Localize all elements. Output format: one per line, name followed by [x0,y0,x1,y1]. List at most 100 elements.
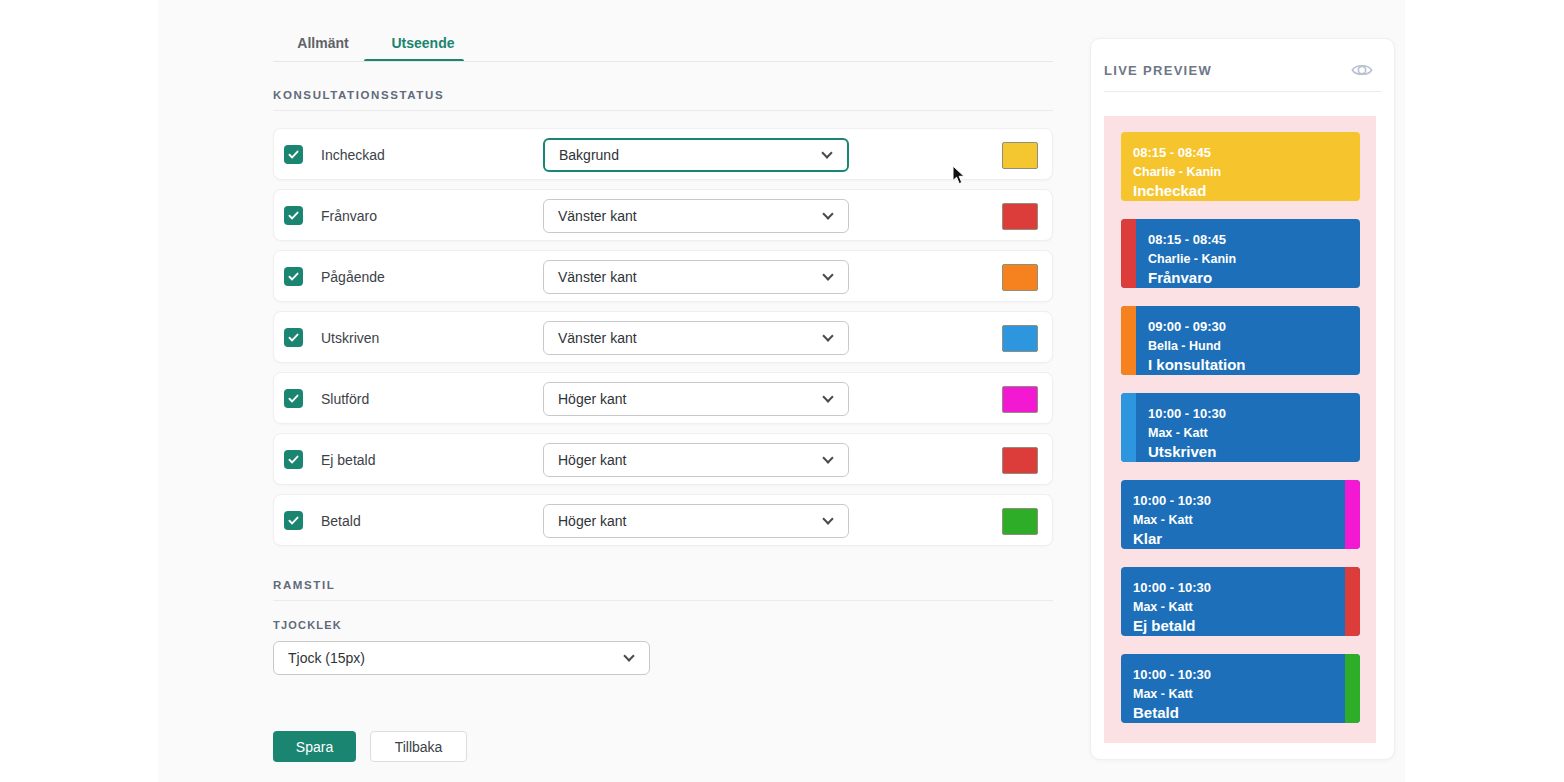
back-button[interactable]: Tillbaka [370,731,467,762]
status-style-select[interactable]: Höger kant [543,382,849,416]
check-icon [287,514,300,527]
status-style-select[interactable]: Vänster kant [543,199,849,233]
status-style-select-value: Bakgrund [559,147,619,163]
check-icon [287,331,300,344]
status-row: Ej betald Höger kant [273,433,1053,485]
event-patient: Charlie - Kanin [1148,252,1360,266]
preview-divider [1104,91,1382,92]
status-color-swatch[interactable] [1002,508,1038,535]
status-row: Pågående Vänster kant [273,250,1053,302]
save-button[interactable]: Spara [273,731,356,762]
status-style-select-value: Höger kant [558,513,626,529]
check-icon [287,453,300,466]
preview-event-card[interactable]: 08:15 - 08:45 Charlie - Kanin Incheckad [1121,132,1360,201]
tjocklek-label: TJOCKLEK [273,619,342,631]
event-time: 10:00 - 10:30 [1148,406,1360,421]
status-color-swatch[interactable] [1002,142,1038,169]
check-icon [287,148,300,161]
status-style-select-value: Höger kant [558,391,626,407]
event-content: 09:00 - 09:30 Bella - Hund I konsultatio… [1136,306,1360,375]
event-patient: Charlie - Kanin [1133,165,1360,179]
event-edge-accent [1121,393,1136,462]
status-style-select[interactable]: Höger kant [543,443,849,477]
event-status: Ej betald [1133,617,1345,634]
chevron-down-icon [821,147,832,158]
status-row: Frånvaro Vänster kant [273,189,1053,241]
event-content: 08:15 - 08:45 Charlie - Kanin Incheckad [1121,132,1360,201]
event-time: 10:00 - 10:30 [1133,580,1345,595]
event-content: 10:00 - 10:30 Max - Katt Utskriven [1136,393,1360,462]
status-checkbox[interactable] [284,145,303,164]
live-preview-title: LIVE PREVIEW [1104,63,1212,78]
status-color-swatch[interactable] [1002,447,1038,474]
event-patient: Max - Katt [1133,687,1345,701]
status-checkbox[interactable] [284,267,303,286]
preview-event-card[interactable]: 10:00 - 10:30 Max - Katt Utskriven [1121,393,1360,462]
status-style-select[interactable]: Vänster kant [543,321,849,355]
status-row: Slutförd Höger kant [273,372,1053,424]
tjocklek-select-value: Tjock (15px) [288,650,365,666]
tab-utseende[interactable]: Utseende [373,24,473,61]
status-label: Slutförd [321,373,369,425]
preview-event-card[interactable]: 10:00 - 10:30 Max - Katt Klar [1121,480,1360,549]
status-style-select-value: Höger kant [558,452,626,468]
eye-icon[interactable] [1351,61,1373,79]
status-row: Betald Höger kant [273,494,1053,546]
status-checkbox[interactable] [284,450,303,469]
status-label: Pågående [321,251,385,303]
chevron-down-icon [822,513,833,524]
status-style-select-value: Vänster kant [558,330,637,346]
status-color-swatch[interactable] [1002,203,1038,230]
event-edge-accent [1121,306,1136,375]
section-divider [273,110,1053,111]
chevron-down-icon [822,330,833,341]
event-status: Klar [1133,530,1345,547]
event-content: 08:15 - 08:45 Charlie - Kanin Frånvaro [1136,219,1360,288]
preview-event-card[interactable]: 10:00 - 10:30 Max - Katt Betald [1121,654,1360,723]
status-checkbox[interactable] [284,328,303,347]
status-row: Incheckad Bakgrund [273,128,1053,180]
preview-schedule-area: 08:15 - 08:45 Charlie - Kanin Incheckad … [1104,116,1376,743]
status-label: Betald [321,495,361,547]
status-rows-list: Incheckad Bakgrund Frånvaro Vänster kant… [273,128,1053,555]
status-checkbox[interactable] [284,206,303,225]
chevron-down-icon [822,208,833,219]
tab-bar: Allmänt Utseende [273,24,473,61]
status-label: Utskriven [321,312,379,364]
status-color-swatch[interactable] [1002,264,1038,291]
appearance-settings-page: Allmänt Utseende KONSULTATIONSSTATUS Inc… [0,0,1564,782]
event-edge-accent [1121,219,1136,288]
status-style-select[interactable]: Höger kant [543,504,849,538]
event-time: 08:15 - 08:45 [1148,232,1360,247]
preview-event-card[interactable]: 10:00 - 10:30 Max - Katt Ej betald [1121,567,1360,636]
status-checkbox[interactable] [284,389,303,408]
event-patient: Max - Katt [1148,426,1360,440]
chevron-down-icon [623,650,634,661]
live-preview-panel: LIVE PREVIEW 08:15 - 08:45 Charlie - Kan… [1090,38,1395,760]
event-patient: Bella - Hund [1148,339,1360,353]
tjocklek-select[interactable]: Tjock (15px) [273,641,650,675]
chevron-down-icon [822,269,833,280]
check-icon [287,392,300,405]
event-edge-accent [1345,480,1360,549]
preview-event-card[interactable]: 08:15 - 08:45 Charlie - Kanin Frånvaro [1121,219,1360,288]
event-status: Utskriven [1148,443,1360,460]
konsultationsstatus-header: KONSULTATIONSSTATUS [273,89,444,101]
status-color-swatch[interactable] [1002,325,1038,352]
chevron-down-icon [822,452,833,463]
status-style-select-value: Vänster kant [558,208,637,224]
event-status: Incheckad [1133,182,1360,199]
status-row: Utskriven Vänster kant [273,311,1053,363]
event-content: 10:00 - 10:30 Max - Katt Betald [1121,654,1345,723]
preview-event-card[interactable]: 09:00 - 09:30 Bella - Hund I konsultatio… [1121,306,1360,375]
event-time: 10:00 - 10:30 [1133,493,1345,508]
tab-allmant[interactable]: Allmänt [273,24,373,61]
status-style-select[interactable]: Vänster kant [543,260,849,294]
status-style-select[interactable]: Bakgrund [543,138,849,172]
status-color-swatch[interactable] [1002,386,1038,413]
event-edge-accent [1345,567,1360,636]
status-style-select-value: Vänster kant [558,269,637,285]
status-checkbox[interactable] [284,511,303,530]
event-patient: Max - Katt [1133,600,1345,614]
action-buttons: Spara Tillbaka [273,731,467,762]
